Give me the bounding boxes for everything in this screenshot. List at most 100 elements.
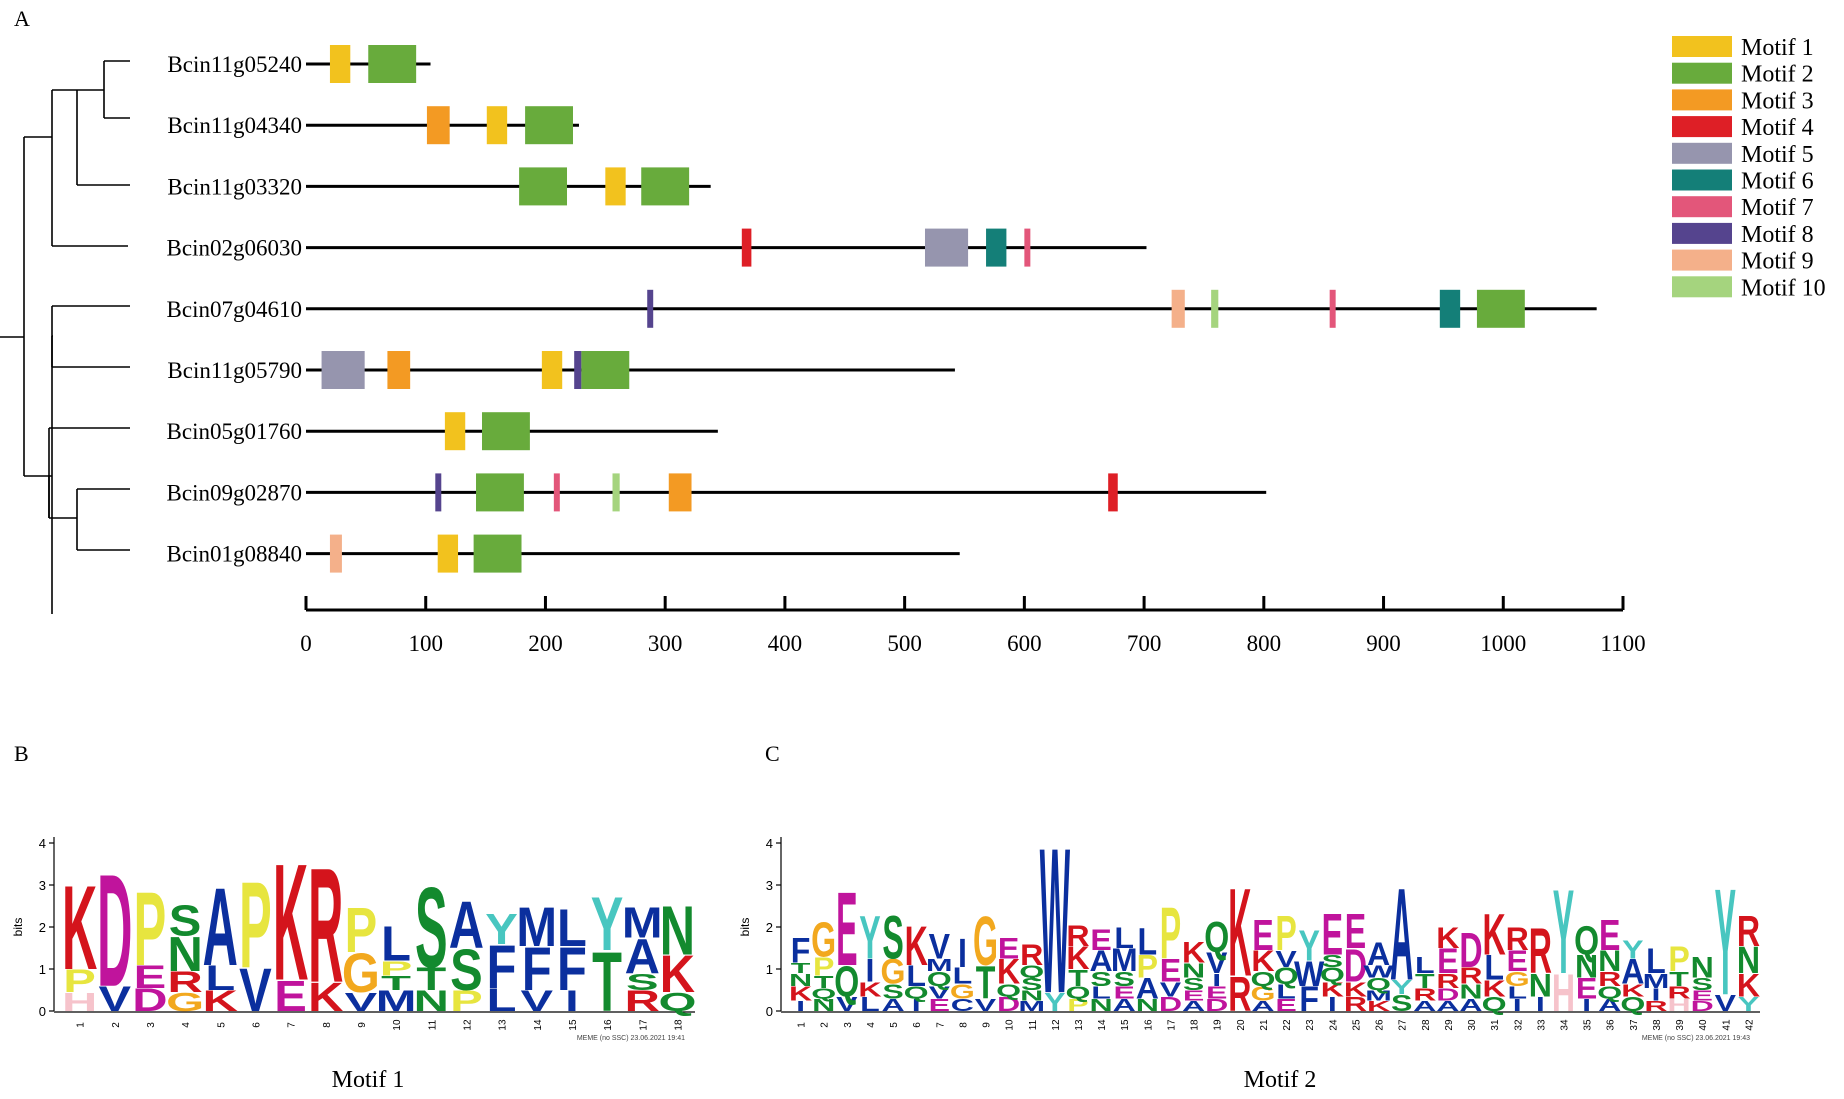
logo-letter-F: F	[557, 935, 587, 1004]
legend-label-motif-8: Motif 8	[1741, 222, 1814, 248]
logo-position-number: 1	[76, 1022, 87, 1028]
logo-letter-E: E	[1160, 953, 1181, 989]
logo-letter-A: A	[1251, 998, 1274, 1014]
legend-label-motif-3: Motif 3	[1741, 88, 1814, 114]
logo-letter-R: R	[625, 985, 660, 1018]
logo-letter-N: N	[1575, 948, 1598, 984]
logo-letter-S: S	[169, 896, 202, 945]
logo-letter-R: R	[1459, 963, 1482, 989]
logo-position-number: 10	[1005, 1019, 1016, 1031]
logo-letter-F: F	[522, 935, 552, 1004]
logo-letter-V: V	[345, 988, 378, 1017]
logo-letter-R: R	[1598, 968, 1621, 991]
logo-letter-N: N	[1529, 967, 1552, 1003]
logo-letter-H: H	[1552, 965, 1575, 1023]
motif-2-box	[476, 473, 524, 512]
logo-letter-N: N	[1020, 988, 1043, 1004]
phylogenetic-tree	[0, 60, 130, 614]
logo-letter-N: N	[1459, 980, 1482, 1003]
logo-letter-T: T	[592, 934, 622, 1030]
motif-2-box	[473, 534, 522, 573]
logo-letter-R: R	[1667, 984, 1691, 1003]
logo-y-tick-label: 2	[39, 920, 46, 935]
gene-row: Bcin07g04610	[167, 289, 1597, 328]
motif-2-box	[368, 45, 417, 83]
motif-2-box	[1476, 289, 1525, 328]
motif-7-box	[553, 473, 560, 512]
logo-letter-M: M	[622, 898, 663, 947]
logo-letter-E: E	[1599, 911, 1620, 960]
logo-y-label: bits	[11, 918, 25, 937]
logo-position-number: 9	[982, 1022, 993, 1028]
logo-position-number: 12	[1051, 1019, 1062, 1031]
logo-letter-A: A	[1621, 953, 1644, 992]
logo-letter-I: I	[1513, 996, 1522, 1015]
logo-letter-A: A	[881, 996, 904, 1015]
logo-letter-K: K	[1251, 945, 1274, 977]
logo-letter-A: A	[1090, 945, 1113, 977]
gene-label: Bcin02g06030	[167, 236, 302, 261]
logo-letter-R: R	[1020, 939, 1043, 971]
logo-position-number: 18	[1190, 1019, 1201, 1031]
logo-letter-A: A	[625, 929, 660, 984]
logo-letter-I: I	[958, 930, 967, 976]
gene-row: Bcin11g05790	[167, 351, 955, 389]
gene-row: Bcin05g01760	[167, 412, 718, 451]
logo-letter-S: S	[626, 969, 659, 995]
logo-letter-P: P	[1668, 941, 1689, 980]
logo-letter-G: G	[1250, 982, 1275, 1005]
logo-letter-S: S	[1391, 990, 1412, 1016]
logo-letter-N: N	[1691, 952, 1714, 984]
logo-letter-D: D	[1691, 998, 1714, 1014]
logo-letter-V: V	[1160, 978, 1181, 1001]
legend-swatch-motif-7	[1672, 196, 1732, 218]
axis-tick-label: 300	[648, 631, 683, 656]
meme-stamp: MEME (no SSC) 23.06.2021 19:43	[1642, 1035, 1750, 1042]
logo-letter-A: A	[1367, 936, 1390, 972]
logo-letter-Y: Y	[1298, 922, 1319, 971]
gene-row: Bcin09g02870	[167, 473, 1267, 512]
legend-swatch-motif-3	[1672, 89, 1732, 111]
logo-letter-N: N	[1737, 940, 1760, 982]
logo-letter-Q: Q	[927, 968, 952, 991]
logo-position-number: 39	[1675, 1019, 1686, 1031]
logo-letter-N: N	[414, 985, 449, 1018]
logo-letter-E: E	[929, 996, 950, 1015]
logo-position-number: 31	[1490, 1019, 1501, 1031]
logo-letter-S: S	[415, 864, 448, 991]
motif-9-box	[329, 534, 342, 573]
logo-letter-E: E	[836, 871, 857, 987]
axis-tick-label: 1000	[1480, 631, 1526, 656]
logo-letter-V: V	[929, 984, 951, 1003]
legend-label-motif-9: Motif 9	[1741, 249, 1814, 275]
logo-letter-L: L	[1507, 984, 1527, 1003]
motif-10-box	[612, 473, 620, 512]
motif-6-box	[1439, 289, 1461, 328]
logo-letter-T: T	[416, 961, 446, 997]
logo-letter-D: D	[1344, 941, 1367, 992]
motif-4-box	[1108, 473, 1118, 512]
gene-label: Bcin09g02870	[167, 480, 302, 505]
logo-letter-G: G	[166, 988, 204, 1017]
logo-letter-K: K	[858, 978, 882, 1001]
axis-tick-label: 800	[1247, 631, 1282, 656]
logo-letter-I: I	[1582, 996, 1591, 1015]
logo-letter-K: K	[1483, 976, 1506, 1002]
motif-2-box	[641, 167, 690, 206]
motif-8-box	[574, 351, 582, 389]
logo-letter-E: E	[1252, 911, 1273, 960]
logo-letter-D: D	[97, 842, 132, 1021]
motif-2-box	[519, 167, 568, 206]
logo-y-tick-label: 0	[39, 1004, 46, 1019]
logo-letter-K: K	[660, 944, 696, 1003]
legend-swatch-motif-10	[1672, 276, 1732, 298]
logo-letter-I: I	[1652, 986, 1661, 1005]
logo-letter-V: V	[1206, 948, 1228, 980]
motif-1-box	[605, 167, 626, 206]
logo-letter-V: V	[1715, 990, 1737, 1016]
logo-letter-Y: Y	[1738, 993, 1759, 1016]
panel-c-label: C	[765, 741, 780, 766]
logo-letter-L: L	[487, 982, 517, 1018]
logo-letter-V: V	[520, 985, 553, 1018]
